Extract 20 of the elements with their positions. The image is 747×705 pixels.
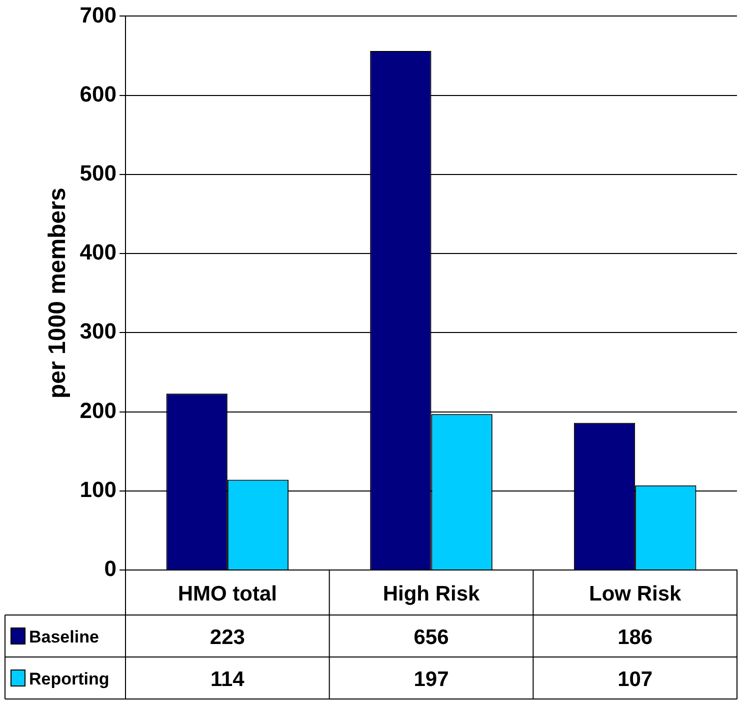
data-label: 197	[414, 668, 449, 691]
x-tick-label: Low Risk	[588, 582, 682, 606]
legend-label: Baseline	[29, 628, 99, 647]
y-tick-label: 0	[104, 556, 117, 582]
y-tick-label: 300	[80, 318, 117, 344]
y-tick-label: 400	[80, 240, 117, 265]
x-tick-label: HMO total	[178, 582, 277, 606]
data-label: 223	[210, 626, 245, 649]
data-label: 107	[618, 668, 653, 691]
data-label: 186	[618, 626, 653, 649]
data-label: 114	[210, 668, 245, 691]
y-axis-title: per 1000 members	[44, 188, 72, 398]
data-label: 656	[414, 626, 449, 649]
y-tick-label: 700	[80, 2, 117, 28]
y-tick-label: 500	[80, 160, 117, 186]
y-tick-label: 200	[80, 398, 117, 423]
legend-label: Reporting	[29, 670, 110, 689]
y-tick-label: 100	[80, 476, 117, 502]
x-tick-label: High Risk	[382, 582, 480, 606]
y-tick-label: 600	[80, 81, 117, 106]
